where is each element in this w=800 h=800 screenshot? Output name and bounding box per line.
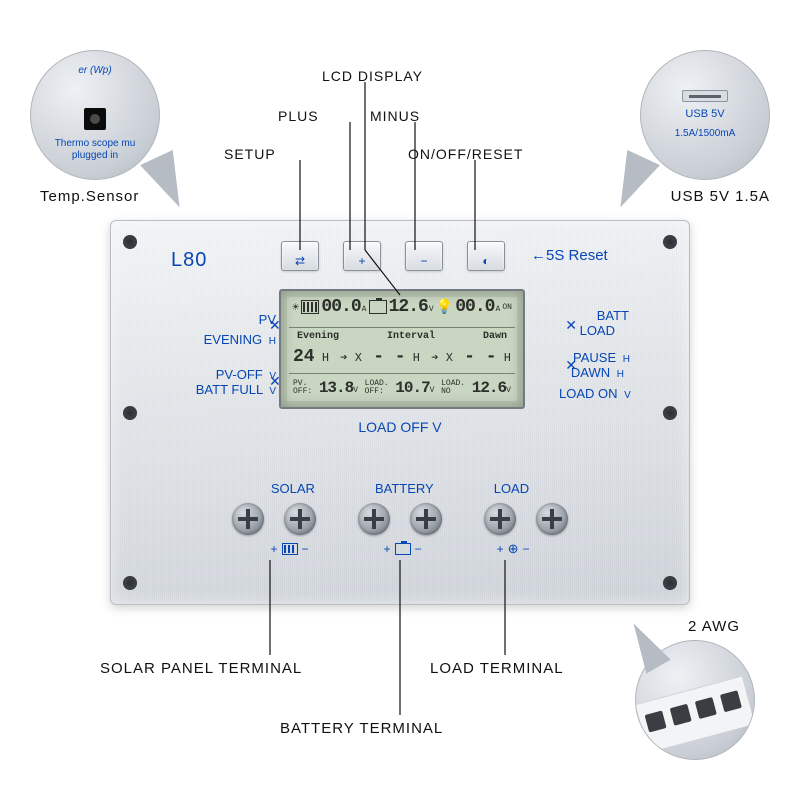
terminal-block-icon	[635, 676, 754, 753]
mount-hole-icon	[123, 576, 137, 590]
pointer-triangle-tr	[604, 150, 660, 215]
batt-icon	[395, 543, 411, 555]
minus-button[interactable]: −	[405, 241, 443, 271]
mount-hole-icon	[663, 576, 677, 590]
reset-hint: ←5S Reset	[531, 247, 608, 264]
usb-port-icon	[682, 90, 728, 102]
pv-label: PV	[191, 311, 276, 329]
load-heading: LOAD	[494, 481, 529, 496]
dawn-label: DAWN H	[571, 364, 624, 382]
polarity-row: + − + − + ⊕ −	[111, 541, 689, 557]
controller-device: L80 ⇄ + − ◐ ←5S Reset PV ✕ EVENING H PV-…	[110, 220, 690, 605]
pv-icon	[282, 543, 298, 555]
usb-line2: 1.5A/1500mA	[675, 128, 736, 140]
awg-label: 2 AWG	[688, 618, 740, 635]
terminal-screw[interactable]	[358, 503, 390, 535]
load-icon: ⊕	[508, 541, 519, 557]
lcd-screen: ☀ 00.0A 12.6V 💡 00.0A ON Evening Interva…	[279, 289, 525, 409]
loadoff-label: LOAD OFF V	[111, 419, 689, 435]
x-icon: ✕	[565, 317, 577, 334]
onoff-button[interactable]: ◐	[467, 241, 505, 271]
solar-heading: SOLAR	[271, 481, 315, 496]
terminal-row	[111, 503, 689, 535]
wp-header: er (Wp)	[31, 65, 159, 76]
onoff-label: ON/OFF/RESET	[408, 146, 523, 162]
battery-icon	[369, 300, 387, 314]
mount-hole-icon	[663, 235, 677, 249]
load-terminal-label: LOAD TERMINAL	[430, 660, 564, 677]
terminal-screw[interactable]	[484, 503, 516, 535]
model-label: L80	[171, 249, 207, 272]
usb-line1: USB 5V	[685, 108, 724, 121]
pv-panel-icon	[301, 300, 319, 314]
battfull-label: BATT FULL V	[159, 381, 276, 399]
terminal-screw[interactable]	[284, 503, 316, 535]
thermo-note: Thermo scope mu plugged in	[55, 138, 136, 161]
setup-button[interactable]: ⇄	[281, 241, 319, 271]
minus-label: MINUS	[370, 108, 420, 124]
plus-button[interactable]: +	[343, 241, 381, 271]
button-row: ⇄ + − ◐	[281, 241, 505, 271]
load-label: LOAD	[580, 322, 615, 340]
pointer-triangle-tl	[140, 150, 196, 215]
terminal-screw[interactable]	[536, 503, 568, 535]
battery-heading: BATTERY	[375, 481, 434, 496]
loadon-label: LOAD ON V	[559, 385, 649, 403]
temp-sensor-detail: er (Wp) Thermo scope mu plugged in	[30, 50, 160, 180]
evening-label: EVENING H	[163, 331, 276, 349]
terminal-headings: SOLAR BATTERY LOAD	[111, 481, 689, 496]
mount-hole-icon	[123, 235, 137, 249]
usb-detail: USB 5V 1.5A/1500mA	[640, 50, 770, 180]
mount-hole-icon	[123, 406, 137, 420]
temp-sensor-label: Temp.Sensor	[40, 188, 139, 205]
terminal-screw[interactable]	[232, 503, 264, 535]
plus-label: PLUS	[278, 108, 319, 124]
lcd-display-label: LCD DISPLAY	[322, 68, 423, 84]
mount-hole-icon	[663, 406, 677, 420]
battery-terminal-label: BATTERY TERMINAL	[280, 720, 443, 737]
terminal-screw[interactable]	[410, 503, 442, 535]
setup-label: SETUP	[224, 146, 276, 162]
dc-jack-icon	[84, 108, 106, 130]
usb-label: USB 5V 1.5A	[671, 188, 770, 205]
solar-terminal-label: SOLAR PANEL TERMINAL	[100, 660, 302, 677]
bulb-icon: 💡	[436, 299, 453, 316]
